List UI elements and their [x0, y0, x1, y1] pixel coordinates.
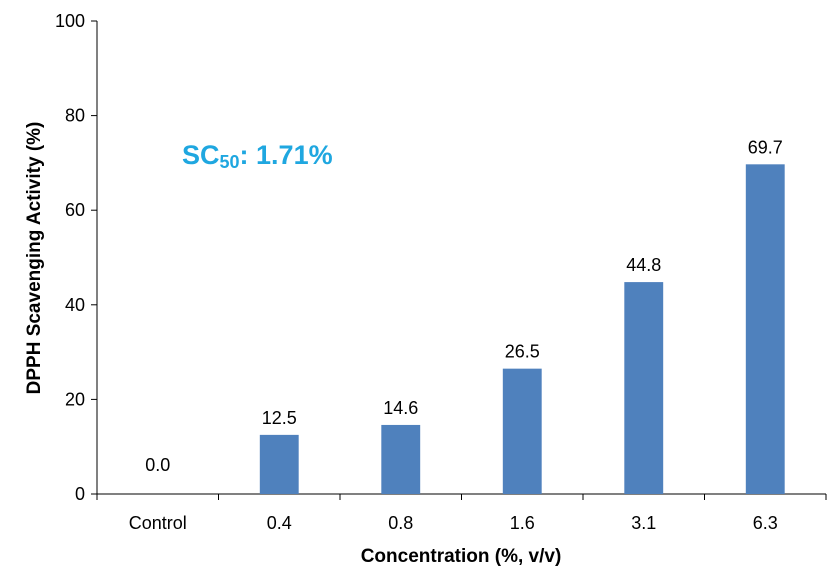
bar	[624, 282, 664, 494]
y-axis: 0 20 40 60 80 100	[55, 11, 98, 504]
y-tick-label: 20	[65, 389, 85, 409]
x-tick-label: Control	[129, 513, 187, 533]
x-axis: Control 0.4 0.8 1.6 3.1 6.3	[96, 493, 827, 533]
y-axis-title: DPPH Scavenging Activity (%)	[24, 122, 45, 395]
data-label: 0.0	[145, 455, 170, 475]
y-tick-label: 60	[65, 200, 85, 220]
data-label: 44.8	[626, 255, 661, 275]
bar	[502, 368, 542, 494]
bars	[259, 164, 785, 494]
data-label: 12.5	[262, 408, 297, 428]
data-label: 26.5	[505, 342, 540, 362]
sc50-annotation: SC50: 1.71%	[182, 140, 333, 172]
x-tick-label: 6.3	[753, 513, 778, 533]
y-tick-label: 0	[75, 484, 85, 504]
x-tick-label: 3.1	[631, 513, 656, 533]
sc50-subscript: 50	[220, 152, 240, 172]
bar	[259, 434, 299, 494]
sc50-prefix: SC	[182, 140, 220, 170]
bar	[381, 424, 421, 494]
x-tick-label: 1.6	[510, 513, 535, 533]
x-tick-label: 0.8	[388, 513, 413, 533]
data-labels: 0.0 12.5 14.6 26.5 44.8 69.7	[145, 137, 783, 475]
data-label: 14.6	[383, 398, 418, 418]
x-tick-label: 0.4	[267, 513, 292, 533]
y-tick-label: 80	[65, 106, 85, 126]
sc50-value: : 1.71%	[240, 140, 333, 170]
y-tick-label: 40	[65, 295, 85, 315]
x-axis-title: Concentration (%, v/v)	[361, 546, 562, 567]
y-tick-label: 100	[55, 11, 85, 31]
data-label: 69.7	[748, 137, 783, 157]
bar	[745, 164, 785, 494]
